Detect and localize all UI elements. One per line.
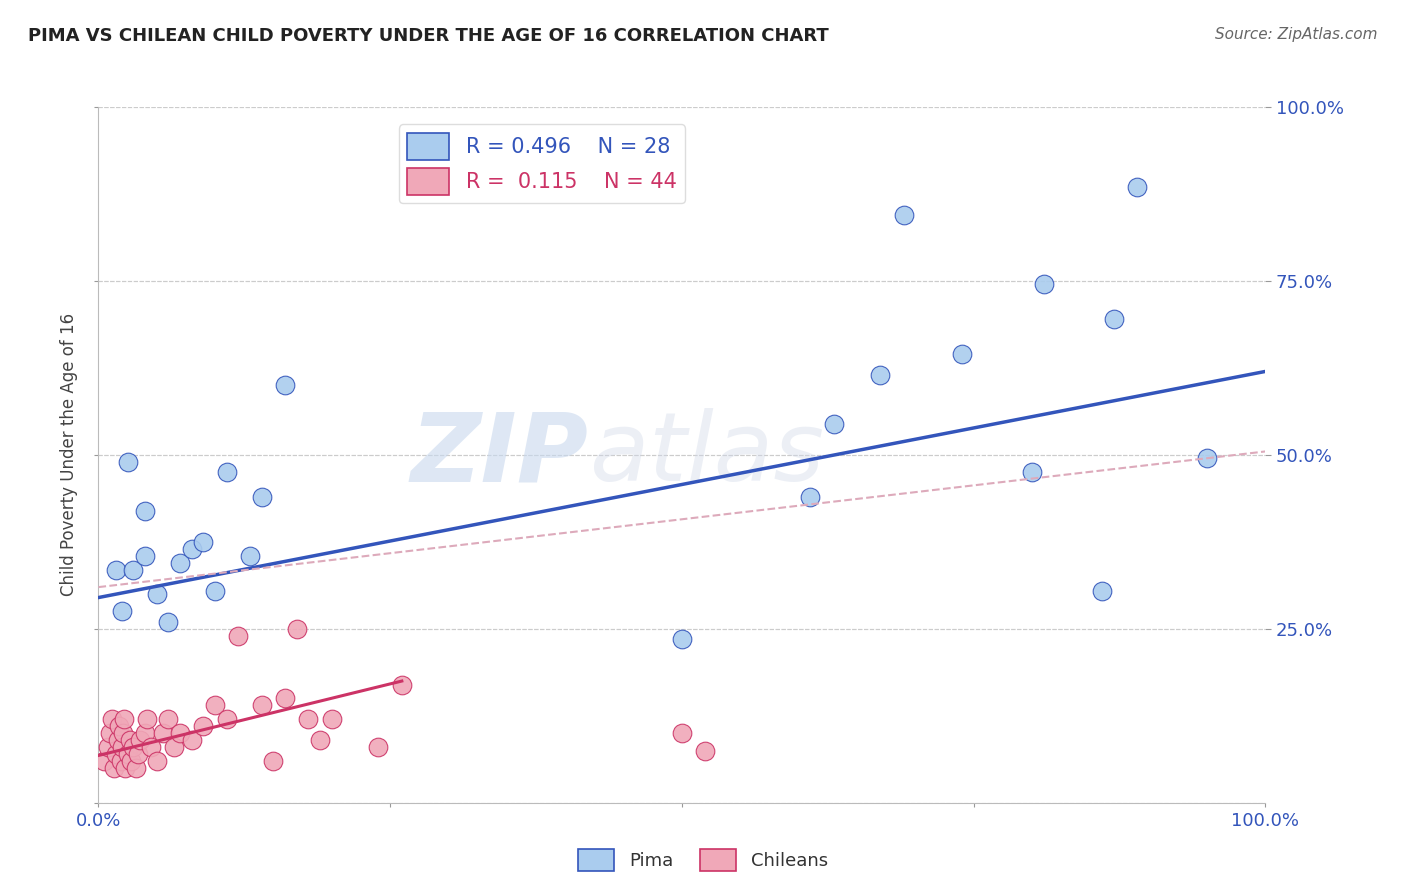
Point bbox=[1032, 277, 1054, 292]
Text: PIMA VS CHILEAN CHILD POVERTY UNDER THE AGE OF 16 CORRELATION CHART: PIMA VS CHILEAN CHILD POVERTY UNDER THE … bbox=[28, 27, 830, 45]
Point bbox=[127, 747, 149, 761]
Point bbox=[97, 740, 120, 755]
Point bbox=[671, 726, 693, 740]
Point bbox=[111, 740, 134, 755]
Point bbox=[117, 455, 139, 469]
Point bbox=[215, 466, 238, 480]
Point bbox=[111, 605, 134, 619]
Point bbox=[180, 733, 202, 747]
Point bbox=[274, 691, 297, 706]
Point bbox=[274, 378, 297, 392]
Point bbox=[695, 744, 717, 758]
Point bbox=[134, 549, 156, 563]
Point bbox=[129, 733, 152, 747]
Point bbox=[1126, 180, 1149, 194]
Point bbox=[671, 632, 693, 647]
Point bbox=[104, 747, 127, 761]
Point bbox=[204, 583, 226, 598]
Point bbox=[823, 417, 845, 431]
Point bbox=[125, 761, 148, 775]
Point bbox=[122, 740, 145, 755]
Point bbox=[114, 761, 136, 775]
Point bbox=[120, 754, 142, 768]
Point bbox=[152, 726, 174, 740]
Point bbox=[136, 712, 159, 726]
Text: ZIP: ZIP bbox=[411, 409, 589, 501]
Point bbox=[250, 698, 273, 713]
Y-axis label: Child Poverty Under the Age of 16: Child Poverty Under the Age of 16 bbox=[60, 313, 79, 597]
Legend: Pima, Chileans: Pima, Chileans bbox=[571, 842, 835, 879]
Point bbox=[1195, 451, 1218, 466]
Point bbox=[367, 740, 389, 755]
Point bbox=[180, 541, 202, 556]
Point bbox=[146, 587, 169, 601]
Point bbox=[112, 712, 135, 726]
Point bbox=[250, 490, 273, 504]
Point bbox=[108, 719, 131, 733]
Point bbox=[297, 712, 319, 726]
Point bbox=[1091, 583, 1114, 598]
Point bbox=[391, 677, 413, 691]
Point bbox=[193, 719, 215, 733]
Legend: R = 0.496    N = 28, R =  0.115    N = 44: R = 0.496 N = 28, R = 0.115 N = 44 bbox=[399, 124, 685, 203]
Point bbox=[262, 754, 284, 768]
Point bbox=[98, 726, 121, 740]
Point bbox=[110, 754, 132, 768]
Point bbox=[228, 629, 250, 643]
Text: Source: ZipAtlas.com: Source: ZipAtlas.com bbox=[1215, 27, 1378, 42]
Text: atlas: atlas bbox=[589, 409, 824, 501]
Point bbox=[893, 208, 915, 222]
Point bbox=[799, 490, 821, 504]
Point bbox=[193, 535, 215, 549]
Point bbox=[134, 726, 156, 740]
Point bbox=[163, 740, 186, 755]
Point bbox=[118, 733, 141, 747]
Point bbox=[139, 740, 162, 755]
Point bbox=[157, 712, 180, 726]
Point bbox=[950, 347, 973, 361]
Point bbox=[111, 726, 134, 740]
Point bbox=[169, 556, 191, 570]
Point bbox=[239, 549, 262, 563]
Point bbox=[146, 754, 169, 768]
Point bbox=[93, 754, 115, 768]
Point bbox=[1021, 466, 1043, 480]
Point bbox=[309, 733, 332, 747]
Point bbox=[103, 761, 125, 775]
Point bbox=[117, 747, 139, 761]
Point bbox=[1102, 312, 1125, 326]
Point bbox=[869, 368, 891, 382]
Point bbox=[134, 503, 156, 517]
Point bbox=[104, 563, 127, 577]
Point bbox=[107, 733, 129, 747]
Point bbox=[321, 712, 343, 726]
Point bbox=[285, 622, 308, 636]
Point bbox=[169, 726, 191, 740]
Point bbox=[157, 615, 180, 629]
Point bbox=[204, 698, 226, 713]
Point bbox=[215, 712, 238, 726]
Point bbox=[101, 712, 124, 726]
Point bbox=[122, 563, 145, 577]
